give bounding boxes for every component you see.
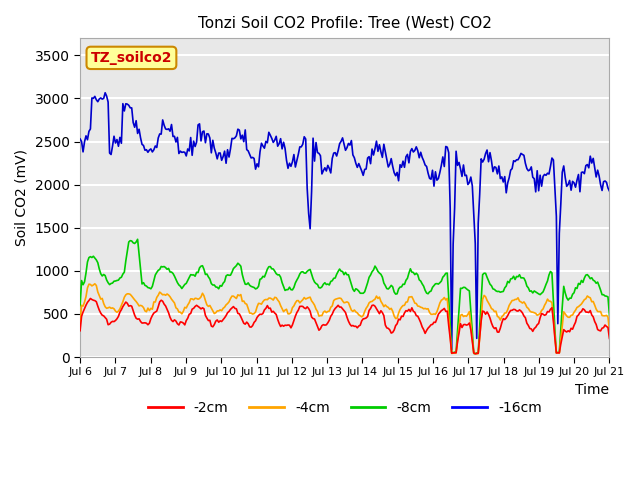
Legend: -2cm, -4cm, -8cm, -16cm: -2cm, -4cm, -8cm, -16cm bbox=[142, 395, 547, 420]
Text: TZ_soilco2: TZ_soilco2 bbox=[91, 51, 172, 65]
X-axis label: Time: Time bbox=[575, 383, 609, 396]
Title: Tonzi Soil CO2 Profile: Tree (West) CO2: Tonzi Soil CO2 Profile: Tree (West) CO2 bbox=[198, 15, 492, 30]
Y-axis label: Soil CO2 (mV): Soil CO2 (mV) bbox=[15, 149, 29, 246]
